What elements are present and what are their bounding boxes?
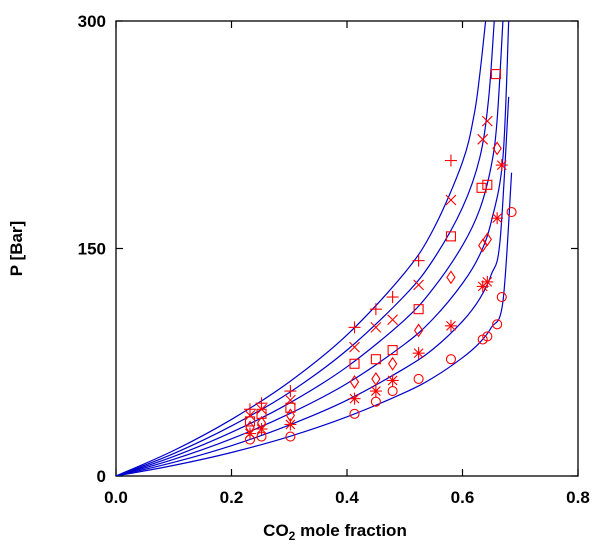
data-point-asterisk-7 bbox=[412, 347, 425, 360]
x-axis-title: CO2 mole fraction bbox=[263, 521, 407, 543]
data-point-circle-11 bbox=[492, 319, 503, 330]
data-point-square-10 bbox=[482, 179, 493, 190]
data-point-diamond-8 bbox=[446, 270, 456, 285]
x-tick-label: 0.6 bbox=[451, 488, 475, 507]
x-tick-label: 0.4 bbox=[335, 488, 359, 507]
data-point-plus-5 bbox=[369, 303, 382, 316]
data-point-square-6 bbox=[387, 345, 398, 356]
data-point-circle-12 bbox=[496, 291, 507, 303]
data-point-asterisk-4 bbox=[348, 392, 361, 405]
data-point-circle-8 bbox=[445, 354, 457, 365]
data-point-asterisk-12 bbox=[495, 159, 508, 172]
data-point-square-3 bbox=[285, 402, 296, 413]
data-point-circle-13 bbox=[506, 207, 517, 218]
data-point-diamond-10 bbox=[482, 232, 492, 247]
model-curve-3 bbox=[116, 21, 504, 476]
model-curve-5 bbox=[116, 96, 510, 476]
data-point-circle-6 bbox=[387, 386, 398, 397]
data-point-circle-3 bbox=[285, 431, 296, 442]
model-curve-1 bbox=[116, 21, 487, 476]
y-tick-label: 150 bbox=[78, 240, 106, 259]
data-point-square-8 bbox=[445, 231, 457, 242]
y-tick-label: 0 bbox=[97, 467, 106, 486]
data-point-asterisk-6 bbox=[386, 374, 399, 387]
data-point-diamond-11 bbox=[492, 141, 502, 156]
data-point-square-7 bbox=[413, 304, 424, 315]
y-tick-label: 300 bbox=[78, 12, 106, 31]
data-point-asterisk-10 bbox=[481, 275, 494, 288]
x-tick-label: 0.8 bbox=[566, 488, 590, 507]
data-point-x-10 bbox=[481, 115, 493, 127]
data-point-plus-6 bbox=[386, 291, 399, 304]
data-point-plus-2 bbox=[255, 397, 268, 410]
data-point-asterisk-8 bbox=[444, 319, 457, 332]
data-point-square-5 bbox=[370, 354, 381, 365]
data-point-plus-3 bbox=[284, 385, 297, 398]
data-point-diamond-6 bbox=[387, 356, 398, 371]
data-point-diamond-7 bbox=[413, 323, 424, 338]
data-point-circle-5 bbox=[370, 396, 381, 407]
x-tick-label: 0.0 bbox=[104, 488, 128, 507]
data-point-square-4 bbox=[349, 358, 360, 369]
data-point-plus-4 bbox=[348, 321, 361, 334]
data-point-circle-10 bbox=[482, 331, 493, 342]
model-curves bbox=[116, 21, 513, 476]
axis-ticks: 0.0 0.2 0.4 0.6 0.8 0 150 300 bbox=[78, 12, 590, 507]
data-point-x-1 bbox=[244, 409, 256, 421]
y-axis-title: P [Bar] bbox=[7, 221, 26, 276]
data-point-asterisk-5 bbox=[369, 385, 382, 398]
data-point-plus-1 bbox=[243, 403, 256, 416]
model-curve-6 bbox=[116, 172, 513, 476]
data-point-x-7 bbox=[413, 279, 424, 291]
data-point-square-1 bbox=[244, 416, 256, 427]
data-point-x-9 bbox=[477, 133, 489, 145]
data-markers bbox=[243, 69, 517, 445]
data-point-square-2 bbox=[256, 408, 267, 419]
data-point-circle-1 bbox=[244, 434, 256, 445]
model-curve-2 bbox=[116, 21, 495, 476]
data-point-plus-8 bbox=[444, 154, 457, 167]
data-point-x-8 bbox=[445, 194, 457, 206]
data-point-x-6 bbox=[387, 314, 399, 326]
x-tick-label: 0.2 bbox=[220, 488, 244, 507]
data-point-circle-4 bbox=[349, 408, 360, 419]
data-point-asterisk-11 bbox=[491, 212, 504, 225]
data-point-diamond-4 bbox=[349, 374, 360, 389]
data-point-x-5 bbox=[370, 321, 382, 333]
data-point-square-11 bbox=[490, 69, 502, 80]
model-curve-4 bbox=[116, 21, 510, 476]
data-point-asterisk-2 bbox=[255, 422, 268, 435]
data-point-circle-2 bbox=[256, 431, 267, 442]
data-point-plus-7 bbox=[412, 254, 425, 267]
data-point-diamond-5 bbox=[371, 371, 381, 386]
plot-frame bbox=[115, 20, 579, 477]
data-point-x-4 bbox=[349, 341, 360, 353]
data-point-square-9 bbox=[476, 182, 487, 193]
data-point-asterisk-3 bbox=[284, 418, 297, 431]
data-point-circle-7 bbox=[413, 373, 424, 384]
data-point-diamond-9 bbox=[478, 238, 488, 253]
